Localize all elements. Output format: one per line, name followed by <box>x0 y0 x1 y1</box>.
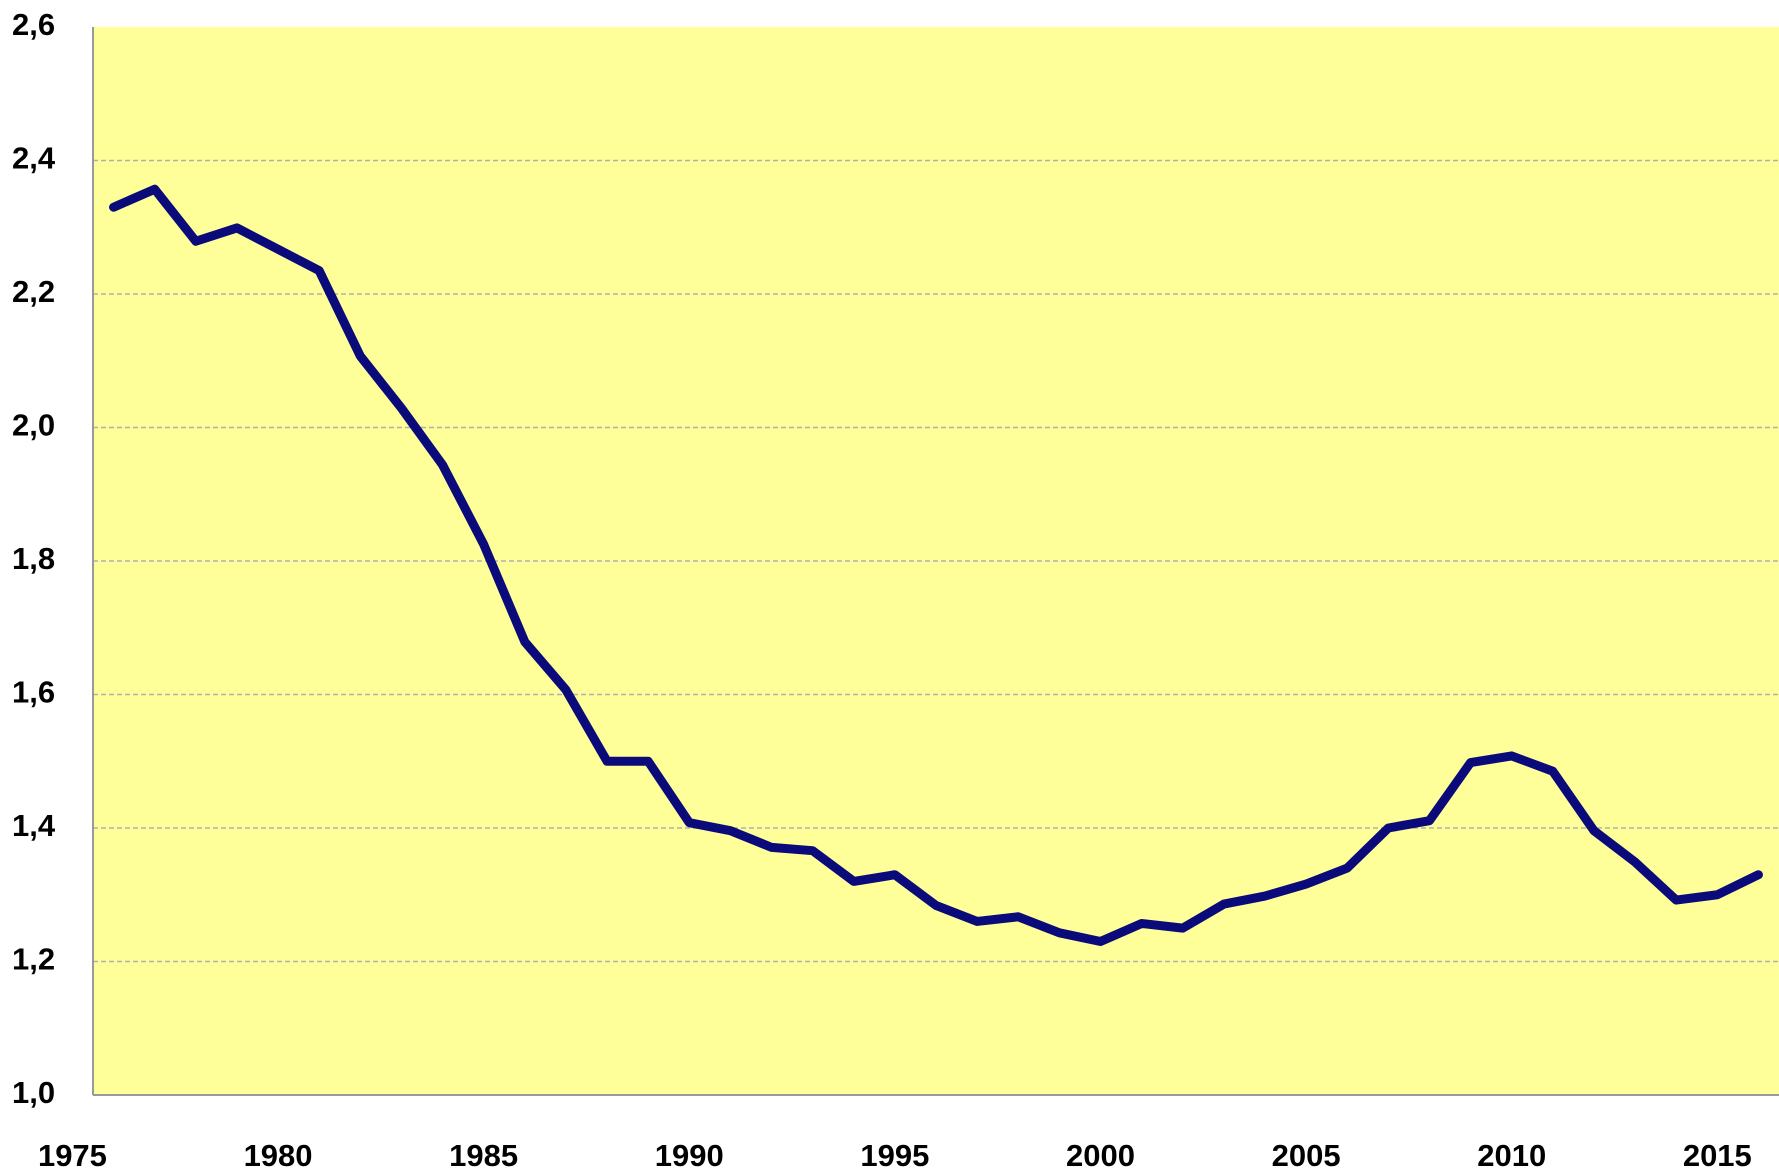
x-tick-label: 1980 <box>244 1138 313 1173</box>
y-tick-label: 2,2 <box>12 274 55 309</box>
x-tick-label: 2010 <box>1477 1138 1546 1173</box>
line-series <box>109 184 1763 946</box>
y-tick-label: 1,4 <box>12 808 56 843</box>
x-tick-label: 2005 <box>1272 1138 1341 1173</box>
x-tick-label: 2000 <box>1066 1138 1135 1173</box>
x-tick-label: 1985 <box>449 1138 518 1173</box>
y-tick-label: 1,2 <box>12 942 55 977</box>
y-tick-label: 1,6 <box>12 675 55 710</box>
y-tick-label: 2,6 <box>12 7 55 42</box>
y-tick-label: 1,8 <box>12 541 55 576</box>
x-tick-label: 1990 <box>655 1138 724 1173</box>
y-tick-label: 2,4 <box>12 141 56 176</box>
y-tick-label: 2,0 <box>12 408 55 443</box>
x-tick-label: 2015 <box>1683 1138 1752 1173</box>
x-tick-label: 1995 <box>860 1138 929 1173</box>
y-tick-label: 1,0 <box>12 1075 55 1110</box>
x-tick-label: 1975 <box>38 1138 107 1173</box>
